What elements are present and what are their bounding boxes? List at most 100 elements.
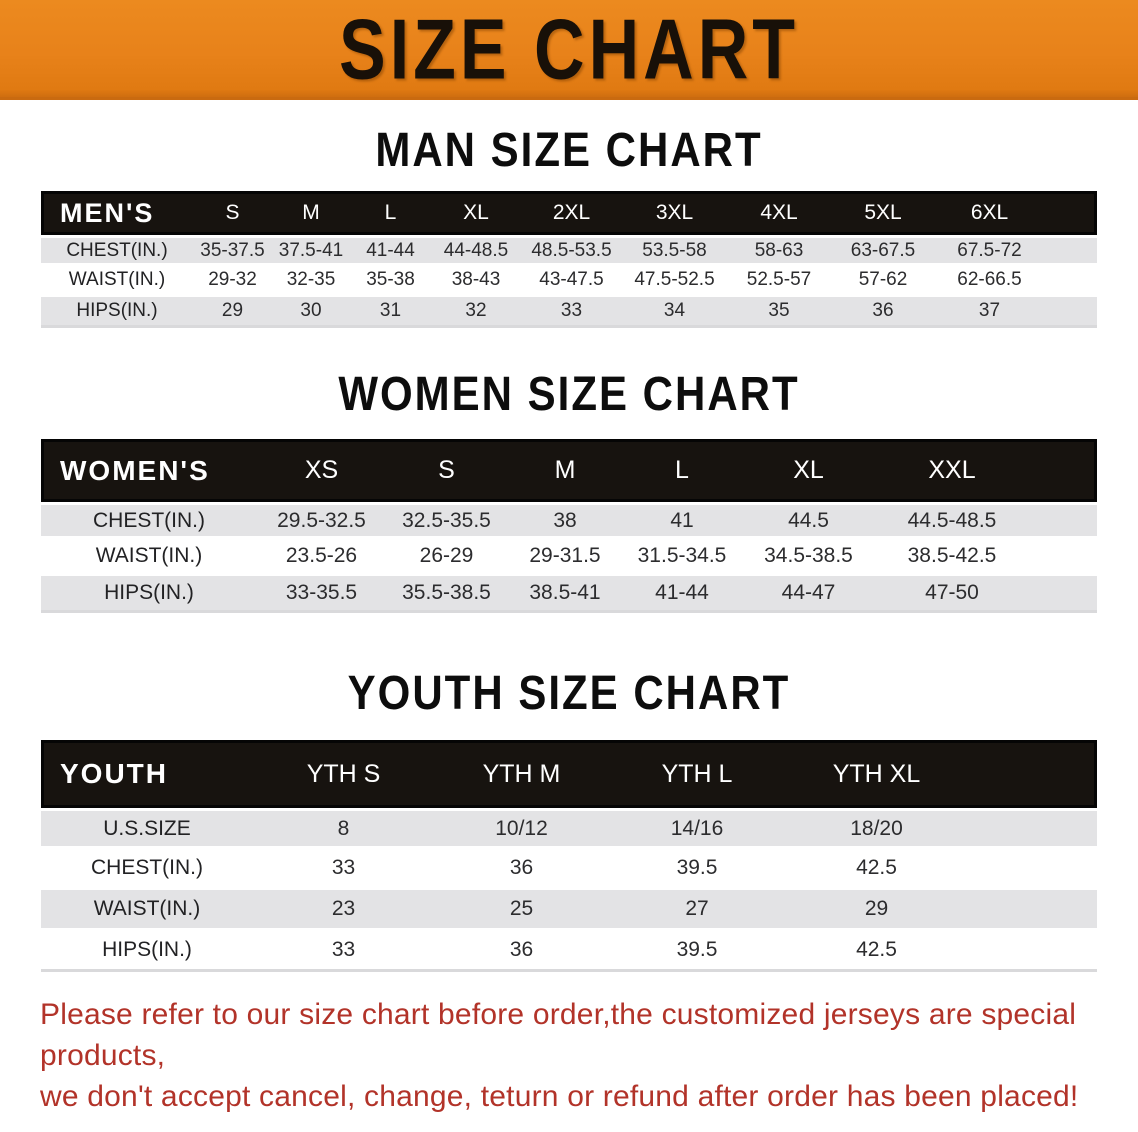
table-cell: 33-35.5 [257, 576, 386, 613]
table-cell: 42.5 [785, 931, 968, 972]
spacer-cell [968, 849, 1097, 890]
women-section-title: WOMEN SIZE CHART [338, 366, 800, 421]
men-size-header: 2XL [521, 191, 622, 235]
table-cell: 58-63 [727, 235, 831, 266]
spacer-cell [1028, 439, 1097, 502]
disclaimer-line-2: we don't accept cancel, change, teturn o… [40, 1080, 1079, 1113]
table-cell: 38 [507, 502, 623, 539]
table-cell: 10/12 [434, 808, 609, 849]
table-cell: 37.5-41 [272, 235, 350, 266]
spacer-cell [1028, 502, 1097, 539]
men-header-row: MEN'S S M L XL 2XL 3XL 4XL 5XL 6XL [41, 191, 1097, 235]
men-size-table: MEN'S S M L XL 2XL 3XL 4XL 5XL 6XL CHEST… [41, 191, 1097, 328]
table-cell: 29 [785, 890, 968, 931]
spacer-cell [1044, 266, 1097, 297]
women-size-header: M [507, 439, 623, 502]
youth-size-table: YOUTH YTH S YTH M YTH L YTH XL U.S.SIZE … [41, 740, 1097, 972]
table-cell: 29-31.5 [507, 539, 623, 576]
table-cell: 8 [253, 808, 434, 849]
table-cell: 34.5-38.5 [741, 539, 876, 576]
men-chest-row: CHEST(IN.) 35-37.5 37.5-41 41-44 44-48.5… [41, 235, 1097, 266]
men-waist-row: WAIST(IN.) 29-32 32-35 35-38 38-43 43-47… [41, 266, 1097, 297]
spacer-cell [1044, 191, 1097, 235]
table-cell: 47-50 [876, 576, 1028, 613]
men-size-header: 6XL [935, 191, 1044, 235]
table-cell: 48.5-53.5 [521, 235, 622, 266]
table-cell: 41-44 [623, 576, 741, 613]
table-cell: 52.5-57 [727, 266, 831, 297]
banner-title: SIZE CHART [339, 0, 799, 97]
women-group-label: WOMEN'S [41, 439, 257, 502]
spacer-cell [968, 740, 1097, 808]
spacer-cell [1044, 235, 1097, 266]
table-cell: 35 [727, 297, 831, 328]
row-label: CHEST(IN.) [41, 502, 257, 539]
men-size-header: 3XL [622, 191, 727, 235]
table-cell: 44.5 [741, 502, 876, 539]
men-group-label: MEN'S [41, 191, 193, 235]
women-size-header: XS [257, 439, 386, 502]
women-size-table: WOMEN'S XS S M L XL XXL CHEST(IN.) 29.5-… [41, 439, 1097, 613]
table-cell: 44-48.5 [431, 235, 521, 266]
table-cell: 29 [193, 297, 272, 328]
table-cell: 42.5 [785, 849, 968, 890]
table-cell: 62-66.5 [935, 266, 1044, 297]
women-header-row: WOMEN'S XS S M L XL XXL [41, 439, 1097, 502]
row-label: HIPS(IN.) [41, 931, 253, 972]
spacer-cell [1044, 297, 1097, 328]
table-cell: 39.5 [609, 931, 785, 972]
table-cell: 29-32 [193, 266, 272, 297]
table-cell: 39.5 [609, 849, 785, 890]
table-cell: 36 [434, 849, 609, 890]
table-cell: 41-44 [350, 235, 431, 266]
table-cell: 43-47.5 [521, 266, 622, 297]
row-label: WAIST(IN.) [41, 266, 193, 297]
youth-chest-row: CHEST(IN.) 33 36 39.5 42.5 [41, 849, 1097, 890]
youth-header-row: YOUTH YTH S YTH M YTH L YTH XL [41, 740, 1097, 808]
men-size-header: M [272, 191, 350, 235]
table-cell: 38.5-41 [507, 576, 623, 613]
youth-waist-row: WAIST(IN.) 23 25 27 29 [41, 890, 1097, 931]
row-label: HIPS(IN.) [41, 297, 193, 328]
table-cell: 34 [622, 297, 727, 328]
table-cell: 32.5-35.5 [386, 502, 507, 539]
youth-section-title: YOUTH SIZE CHART [347, 665, 791, 720]
table-cell: 47.5-52.5 [622, 266, 727, 297]
table-cell: 41 [623, 502, 741, 539]
disclaimer-text: Please refer to our size chart before or… [40, 994, 1108, 1117]
men-hips-row: HIPS(IN.) 29 30 31 32 33 34 35 36 37 [41, 297, 1097, 328]
table-cell: 36 [434, 931, 609, 972]
table-cell: 44.5-48.5 [876, 502, 1028, 539]
table-cell: 35.5-38.5 [386, 576, 507, 613]
table-cell: 33 [253, 931, 434, 972]
men-size-header: 4XL [727, 191, 831, 235]
row-label: WAIST(IN.) [41, 890, 253, 931]
men-size-header: L [350, 191, 431, 235]
table-cell: 25 [434, 890, 609, 931]
row-label: HIPS(IN.) [41, 576, 257, 613]
spacer-cell [1028, 576, 1097, 613]
men-size-header: XL [431, 191, 521, 235]
table-cell: 57-62 [831, 266, 935, 297]
youth-group-label: YOUTH [41, 740, 253, 808]
table-cell: 31.5-34.5 [623, 539, 741, 576]
table-cell: 30 [272, 297, 350, 328]
youth-size-header: YTH L [609, 740, 785, 808]
row-label: U.S.SIZE [41, 808, 253, 849]
men-size-header: S [193, 191, 272, 235]
table-cell: 32 [431, 297, 521, 328]
table-cell: 44-47 [741, 576, 876, 613]
table-cell: 23.5-26 [257, 539, 386, 576]
table-cell: 53.5-58 [622, 235, 727, 266]
women-size-header: XL [741, 439, 876, 502]
youth-ussize-row: U.S.SIZE 8 10/12 14/16 18/20 [41, 808, 1097, 849]
table-cell: 38-43 [431, 266, 521, 297]
table-cell: 31 [350, 297, 431, 328]
men-size-header: 5XL [831, 191, 935, 235]
table-cell: 38.5-42.5 [876, 539, 1028, 576]
women-waist-row: WAIST(IN.) 23.5-26 26-29 29-31.5 31.5-34… [41, 539, 1097, 576]
women-size-header: S [386, 439, 507, 502]
row-label: CHEST(IN.) [41, 849, 253, 890]
disclaimer-line-1: Please refer to our size chart before or… [40, 998, 1077, 1072]
row-label: WAIST(IN.) [41, 539, 257, 576]
